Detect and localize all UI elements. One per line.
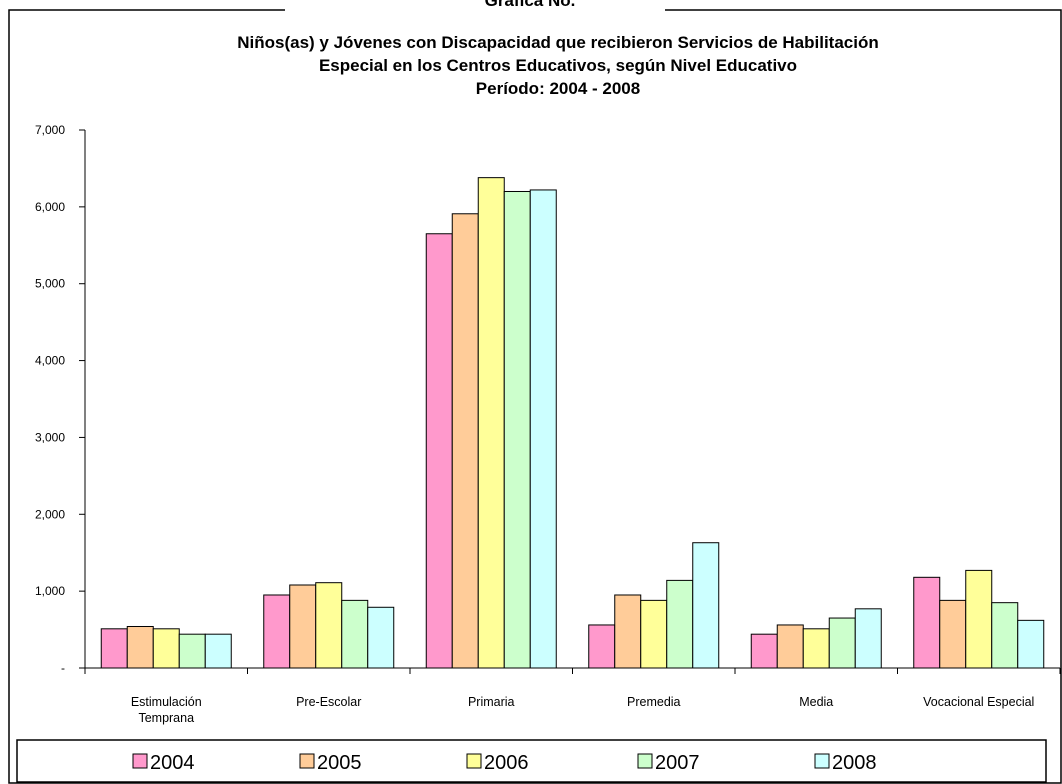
bar (588, 624, 616, 669)
bar (367, 606, 395, 669)
bar (666, 579, 694, 669)
y-tick-label: 6,000 (35, 200, 65, 214)
bar (991, 602, 1019, 669)
bar (614, 594, 642, 669)
legend-label: 2004 (150, 752, 195, 774)
bar (341, 599, 369, 669)
bar (100, 628, 128, 669)
chart-title-line-2: Especial en los Centros Educativos, segú… (319, 56, 797, 75)
chart-title-line-1: Niños(as) y Jóvenes con Discapacidad que… (237, 33, 879, 52)
bar (939, 599, 967, 669)
bar (854, 608, 882, 669)
legend-swatch (814, 753, 830, 769)
x-category-label: Vocacional Especial (923, 695, 1034, 709)
y-tick-label: - (61, 661, 65, 675)
bar (828, 617, 856, 669)
legend-label: 2006 (484, 752, 529, 774)
bar (315, 582, 343, 669)
legend-swatch (637, 753, 653, 769)
bar (692, 542, 720, 669)
bar (477, 177, 505, 669)
x-category-label: Primaria (468, 695, 515, 709)
x-category-label: Pre-Escolar (296, 695, 361, 709)
bar (425, 233, 453, 669)
legend-box (16, 739, 1047, 783)
bar (913, 576, 941, 669)
bar (178, 633, 206, 669)
bar (802, 628, 830, 669)
y-tick-label: 5,000 (35, 277, 65, 291)
y-tick-label: 1,000 (35, 584, 65, 598)
bar (965, 569, 993, 669)
bar (776, 624, 804, 669)
y-tick-label: 2,000 (35, 507, 65, 521)
y-tick-label: 3,000 (35, 430, 65, 444)
legend-label: 2007 (655, 752, 700, 774)
x-category-label: Premedia (627, 695, 681, 709)
bar (451, 213, 479, 669)
bar (152, 628, 180, 669)
bar (503, 190, 531, 669)
legend-label: 2005 (317, 752, 362, 774)
plot-area: - 1,000 2,000 3,000 4,000 5,000 6,000 7,000 Esti… (35, 123, 1061, 725)
heading-fragment: Gráfica No. (485, 0, 576, 10)
x-category-label: Media (799, 695, 833, 709)
y-tick-label: 4,000 (35, 354, 65, 368)
y-tick-label: 7,000 (35, 123, 65, 137)
legend-label: 2008 (832, 752, 877, 774)
x-category-label: Temprana (138, 711, 194, 725)
bar (126, 625, 154, 669)
heading-mask (285, 0, 665, 11)
legend-swatch (132, 753, 148, 769)
bar (1017, 619, 1045, 669)
legend-swatch (299, 753, 315, 769)
bar (750, 633, 778, 669)
chart-title-line-3: Período: 2004 - 2008 (476, 79, 640, 98)
bar (289, 584, 317, 669)
legend: 2004 2005 2006 2007 2008 (16, 739, 1047, 783)
legend-swatch (466, 753, 482, 769)
bar (204, 633, 232, 669)
x-category-label: Estimulación (131, 695, 202, 709)
bar (529, 189, 557, 669)
bar (640, 599, 668, 669)
bar (263, 594, 291, 669)
